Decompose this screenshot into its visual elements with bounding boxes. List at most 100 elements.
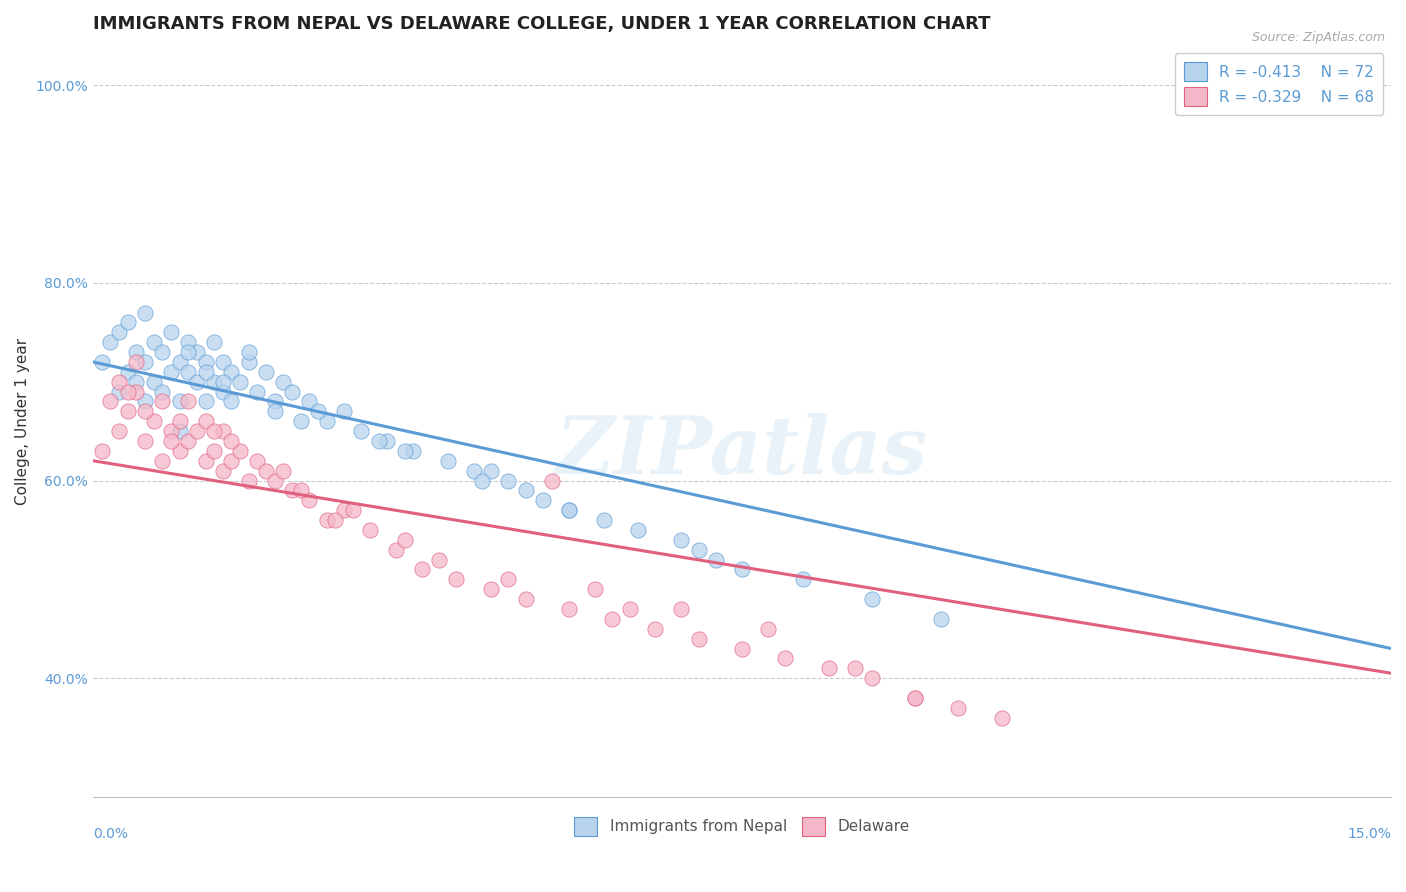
- Point: [142, 375, 165, 389]
- Point: [194, 365, 217, 379]
- Point: [117, 404, 139, 418]
- Point: [221, 454, 243, 468]
- Point: [134, 394, 156, 409]
- Point: [904, 690, 927, 705]
- Point: [160, 365, 183, 379]
- Point: [281, 384, 304, 399]
- Point: [860, 592, 883, 607]
- Point: [169, 394, 191, 409]
- Point: [194, 394, 217, 409]
- Text: 0.0%: 0.0%: [93, 827, 128, 841]
- Point: [229, 443, 252, 458]
- Point: [273, 464, 295, 478]
- Point: [929, 612, 952, 626]
- Point: [402, 443, 425, 458]
- Point: [479, 582, 502, 597]
- Point: [194, 414, 217, 428]
- Point: [671, 533, 693, 547]
- Point: [246, 454, 269, 468]
- Point: [342, 503, 364, 517]
- Point: [211, 375, 233, 389]
- Point: [142, 335, 165, 350]
- Point: [169, 355, 191, 369]
- Point: [186, 424, 208, 438]
- Point: [221, 394, 243, 409]
- Point: [817, 661, 839, 675]
- Point: [775, 651, 797, 665]
- Point: [904, 690, 927, 705]
- Point: [177, 365, 200, 379]
- Point: [254, 365, 277, 379]
- Point: [731, 641, 754, 656]
- Point: [134, 434, 156, 448]
- Point: [125, 355, 148, 369]
- Point: [202, 335, 225, 350]
- Point: [229, 375, 252, 389]
- Point: [98, 335, 121, 350]
- Point: [437, 454, 460, 468]
- Point: [238, 474, 260, 488]
- Point: [315, 414, 337, 428]
- Point: [359, 523, 381, 537]
- Point: [385, 542, 408, 557]
- Point: [108, 384, 131, 399]
- Point: [221, 365, 243, 379]
- Point: [150, 454, 173, 468]
- Point: [644, 622, 666, 636]
- Point: [186, 345, 208, 359]
- Point: [273, 375, 295, 389]
- Point: [860, 671, 883, 685]
- Legend: Immigrants from Nepal, Delaware: Immigrants from Nepal, Delaware: [568, 811, 915, 842]
- Text: 15.0%: 15.0%: [1347, 827, 1391, 841]
- Point: [177, 434, 200, 448]
- Y-axis label: College, Under 1 year: College, Under 1 year: [15, 338, 30, 505]
- Point: [515, 592, 537, 607]
- Point: [446, 572, 468, 586]
- Point: [108, 325, 131, 339]
- Point: [333, 404, 356, 418]
- Point: [125, 375, 148, 389]
- Point: [298, 493, 321, 508]
- Point: [290, 414, 312, 428]
- Point: [671, 602, 693, 616]
- Point: [558, 503, 581, 517]
- Point: [177, 335, 200, 350]
- Point: [134, 355, 156, 369]
- Point: [263, 474, 285, 488]
- Point: [150, 394, 173, 409]
- Point: [90, 355, 112, 369]
- Point: [731, 562, 754, 576]
- Point: [238, 345, 260, 359]
- Point: [98, 394, 121, 409]
- Point: [142, 414, 165, 428]
- Point: [169, 443, 191, 458]
- Point: [427, 552, 450, 566]
- Point: [211, 384, 233, 399]
- Point: [169, 414, 191, 428]
- Point: [367, 434, 389, 448]
- Point: [160, 325, 183, 339]
- Point: [479, 464, 502, 478]
- Point: [688, 632, 710, 646]
- Point: [134, 305, 156, 319]
- Point: [592, 513, 614, 527]
- Point: [531, 493, 554, 508]
- Point: [498, 572, 520, 586]
- Point: [323, 513, 346, 527]
- Point: [471, 474, 494, 488]
- Point: [117, 365, 139, 379]
- Point: [411, 562, 433, 576]
- Point: [350, 424, 373, 438]
- Text: IMMIGRANTS FROM NEPAL VS DELAWARE COLLEGE, UNDER 1 YEAR CORRELATION CHART: IMMIGRANTS FROM NEPAL VS DELAWARE COLLEG…: [93, 15, 991, 33]
- Text: Source: ZipAtlas.com: Source: ZipAtlas.com: [1251, 31, 1385, 45]
- Text: ZIPatlas: ZIPatlas: [555, 412, 928, 490]
- Point: [221, 434, 243, 448]
- Point: [704, 552, 727, 566]
- Point: [315, 513, 337, 527]
- Point: [211, 355, 233, 369]
- Point: [619, 602, 641, 616]
- Point: [194, 355, 217, 369]
- Point: [558, 602, 581, 616]
- Point: [160, 424, 183, 438]
- Point: [150, 384, 173, 399]
